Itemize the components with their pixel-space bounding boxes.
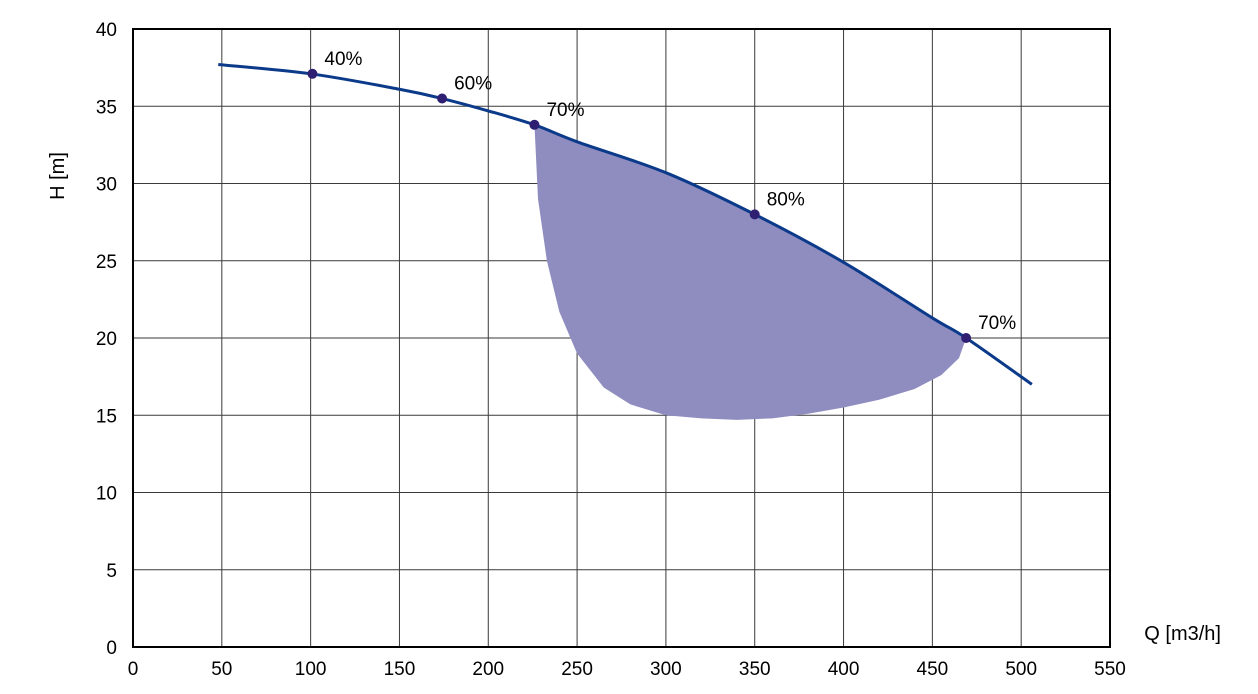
plot-frame [132,28,1111,648]
x-tick-label: 300 [650,659,682,680]
efficiency-label: 70% [546,100,584,121]
x-tick-label: 150 [384,659,416,680]
x-tick-label: 400 [828,659,860,680]
x-tick-label: 450 [917,659,949,680]
x-tick-label: 550 [1094,659,1126,680]
y-tick-label: 20 [96,329,117,350]
efficiency-point [307,68,318,79]
y-tick-label: 10 [96,484,117,505]
x-tick-label: 200 [472,659,504,680]
y-axis-label: H [m] [47,152,69,200]
x-tick-label: 250 [561,659,593,680]
x-tick-label: 0 [128,659,139,680]
y-tick-label: 25 [96,252,117,273]
x-tick-label: 50 [211,659,232,680]
curve-layer [218,63,1033,386]
y-tick-label: 5 [106,561,117,582]
marker-layer: 40% 60% 70% 80% 70% [307,49,1016,343]
y-tick-label: 0 [106,638,117,659]
operating-region-area [534,124,967,420]
efficiency-label: 60% [454,74,492,95]
x-tick-label: 350 [739,659,771,680]
efficiency-label: 80% [767,189,805,210]
efficiency-label: 70% [978,313,1016,334]
y-tick-label: 30 [96,175,117,196]
y-tick-label: 40 [96,20,117,41]
x-axis-label: Q [m3/h] [1144,623,1221,645]
x-tick-label: 100 [295,659,327,680]
efficiency-point [961,333,972,343]
y-tick-label: 15 [96,406,117,427]
x-tick-label: 500 [1005,659,1037,680]
efficiency-label: 40% [324,49,362,70]
efficiency-point [529,119,540,130]
efficiency-point [437,93,448,104]
efficiency-point [749,209,760,220]
operating-region-layer [534,124,967,420]
tick-labels: 0 50 100 150 200 250 300 350 400 450 500 550 0 5 10 15 2… [96,20,1126,680]
pump-curve-line [218,63,1033,386]
y-tick-label: 35 [96,97,117,118]
